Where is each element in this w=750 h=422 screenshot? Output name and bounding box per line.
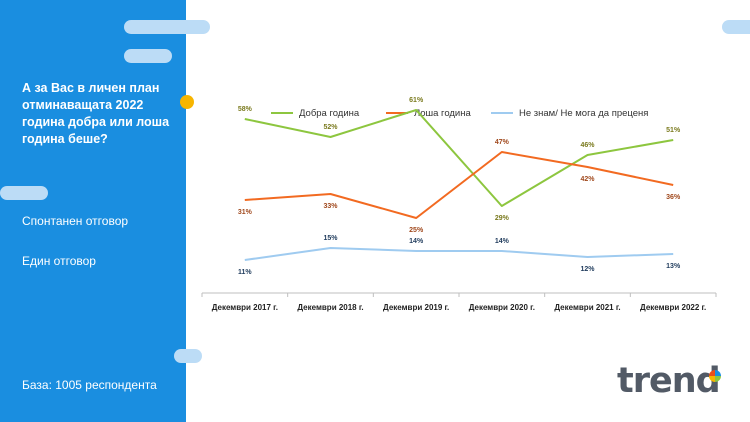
line-chart: Добра година Лоша година Не знам/ Не мога … bbox=[201, 97, 717, 312]
data-label: 33% bbox=[323, 203, 338, 210]
legend-label-2: Не знам/ Не мога да преценя bbox=[519, 108, 648, 119]
data-label: 47% bbox=[495, 139, 510, 146]
decor-pill-top-left bbox=[124, 20, 210, 34]
left-panel bbox=[0, 0, 186, 422]
data-label: 15% bbox=[323, 235, 338, 242]
decor-pill-left-3 bbox=[0, 186, 48, 200]
decor-pill-left-2 bbox=[124, 49, 172, 63]
x-tick-label: Декември 2019 г. bbox=[383, 303, 449, 312]
data-label: 36% bbox=[666, 194, 681, 201]
data-label: 14% bbox=[495, 238, 510, 245]
data-label: 52% bbox=[323, 124, 338, 131]
data-label: 14% bbox=[409, 238, 424, 245]
trend-logo: trend bbox=[617, 360, 727, 402]
question-title: А за Вас в личен план отминаващата 2022 … bbox=[22, 81, 170, 146]
data-label: 29% bbox=[495, 215, 510, 222]
data-label: 13% bbox=[666, 263, 681, 270]
answer-type-note: Спонтанен отговор bbox=[22, 214, 129, 228]
decor-pill-top-right bbox=[722, 20, 750, 34]
series-line-0 bbox=[244, 109, 674, 207]
data-label: 11% bbox=[238, 269, 252, 276]
data-label: 46% bbox=[580, 142, 595, 149]
x-tick-label: Декември 2022 г. bbox=[640, 303, 706, 312]
legend-label-1: Лоша година bbox=[414, 108, 471, 119]
data-label: 58% bbox=[238, 106, 253, 113]
answer-count-note: Един отговор bbox=[22, 254, 96, 268]
x-tick-label: Декември 2017 г. bbox=[212, 303, 278, 312]
x-tick-label: Декември 2018 г. bbox=[297, 303, 363, 312]
data-label: 61% bbox=[409, 97, 424, 104]
x-tick-label: Декември 2020 г. bbox=[469, 303, 535, 312]
data-label: 42% bbox=[580, 176, 595, 183]
logo-dot-icon bbox=[709, 370, 721, 382]
series-line-2 bbox=[244, 247, 674, 261]
decor-pill-bottom bbox=[174, 349, 202, 363]
x-tick-label: Декември 2021 г. bbox=[554, 303, 620, 312]
data-label: 25% bbox=[409, 227, 424, 234]
logo-text: trend bbox=[617, 361, 721, 401]
series-line-1 bbox=[244, 151, 674, 219]
data-label: 12% bbox=[580, 266, 595, 273]
base-note: База: 1005 респондента bbox=[22, 378, 157, 392]
legend-label-0: Добра година bbox=[299, 108, 360, 119]
data-label: 31% bbox=[238, 209, 253, 216]
accent-dot bbox=[180, 95, 194, 109]
data-label: 51% bbox=[666, 127, 681, 134]
